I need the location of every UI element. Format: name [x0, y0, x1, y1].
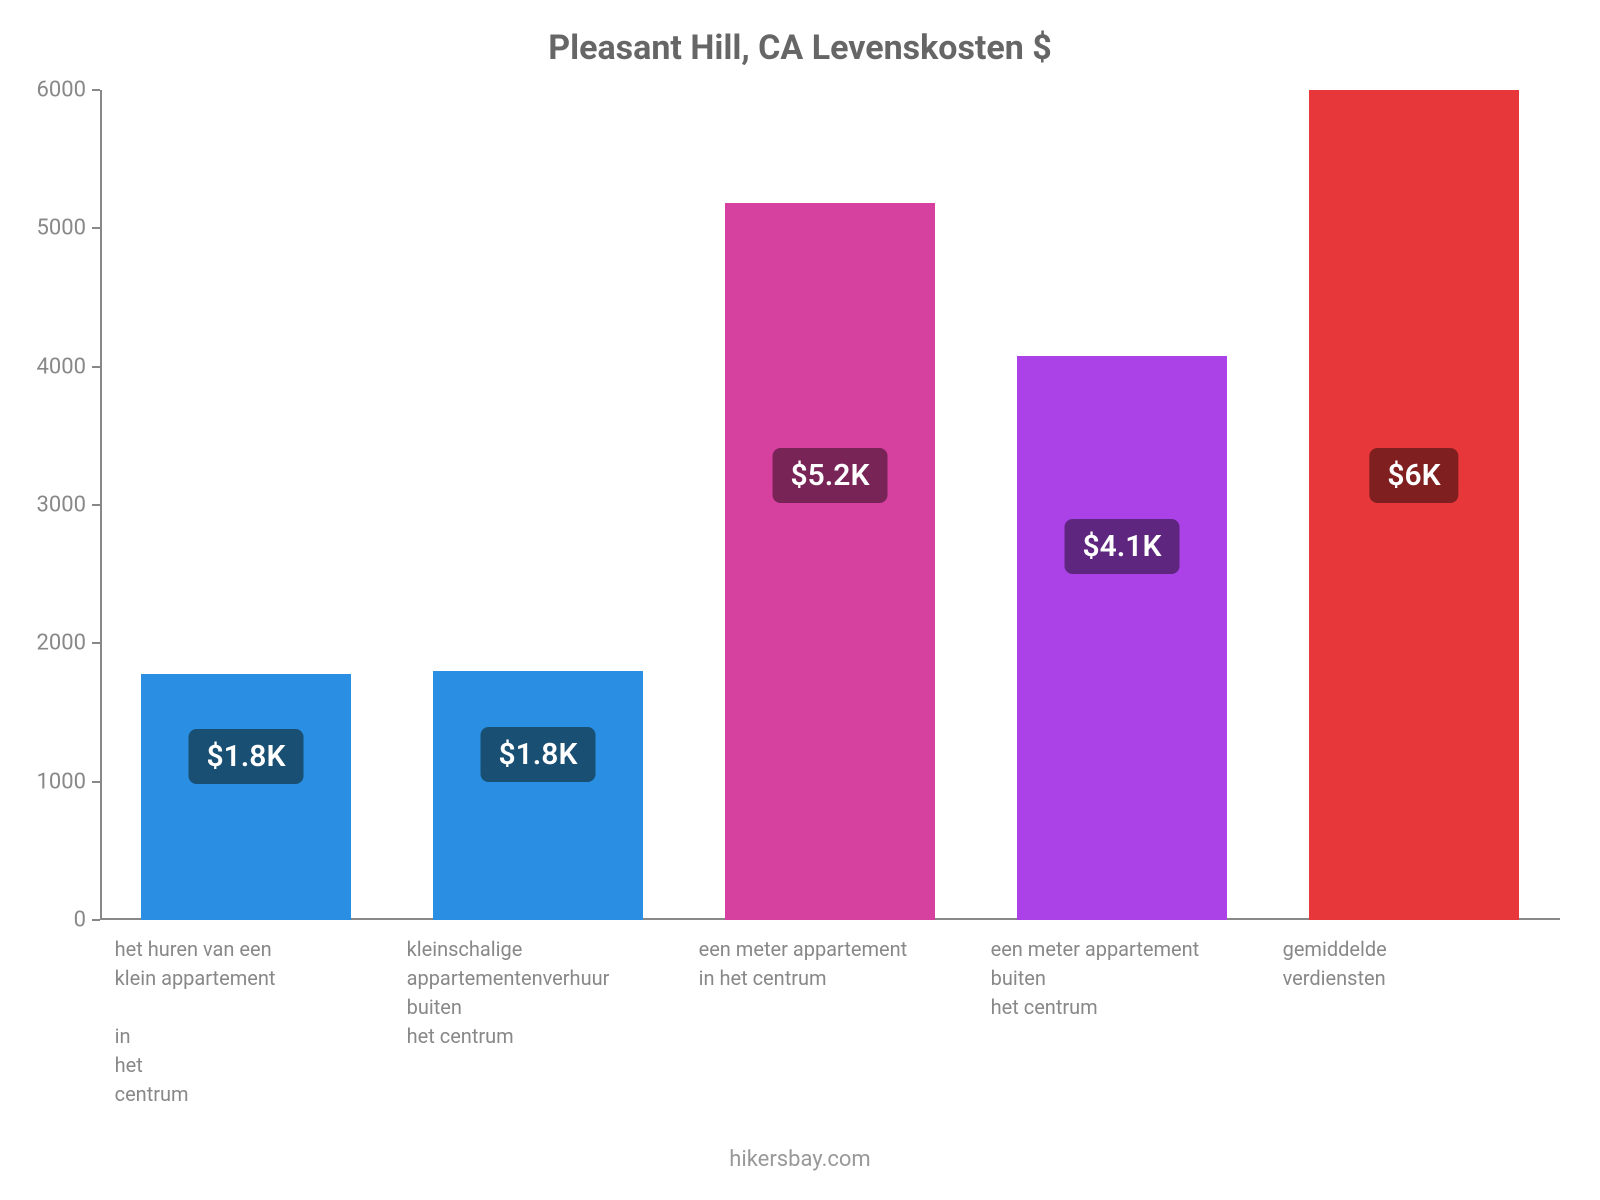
bar-value-label: $5.2K — [773, 448, 888, 503]
bar: $6K — [1309, 90, 1519, 920]
ytick-label: 3000 — [37, 493, 100, 518]
ytick-label: 1000 — [37, 769, 100, 794]
ytick-label: 4000 — [37, 354, 100, 379]
ytick-label: 6000 — [37, 78, 100, 103]
ytick-label: 0 — [74, 908, 100, 933]
x-axis-label: een meter appartement in het centrum — [699, 935, 968, 993]
chart-title: Pleasant Hill, CA Levenskosten $ — [0, 28, 1600, 68]
x-axis-label: een meter appartement buiten het centrum — [991, 935, 1260, 1022]
ytick-label: 2000 — [37, 631, 100, 656]
bar-value-label: $1.8K — [481, 727, 596, 782]
bar: $1.8K — [433, 671, 643, 920]
bar: $5.2K — [725, 203, 935, 920]
bar-value-label: $6K — [1369, 448, 1458, 503]
chart-footer: hikersbay.com — [0, 1147, 1600, 1172]
chart-container: Pleasant Hill, CA Levenskosten $ 0 1000 20… — [0, 0, 1600, 1200]
x-axis-label: gemiddelde verdiensten — [1283, 935, 1552, 993]
bar-value-label: $4.1K — [1065, 519, 1180, 574]
x-axis-label: het huren van een klein appartement in h… — [115, 935, 384, 1109]
y-axis — [100, 90, 102, 920]
bar-value-label: $1.8K — [189, 729, 304, 784]
bar: $1.8K — [141, 674, 351, 920]
bar: $4.1K — [1017, 356, 1227, 920]
plot-area: 0100020003000400050006000$1.8K$1.8K$5.2K… — [100, 90, 1560, 920]
x-axis-label: kleinschalige appartementenverhuur buite… — [407, 935, 676, 1051]
ytick-label: 5000 — [37, 216, 100, 241]
